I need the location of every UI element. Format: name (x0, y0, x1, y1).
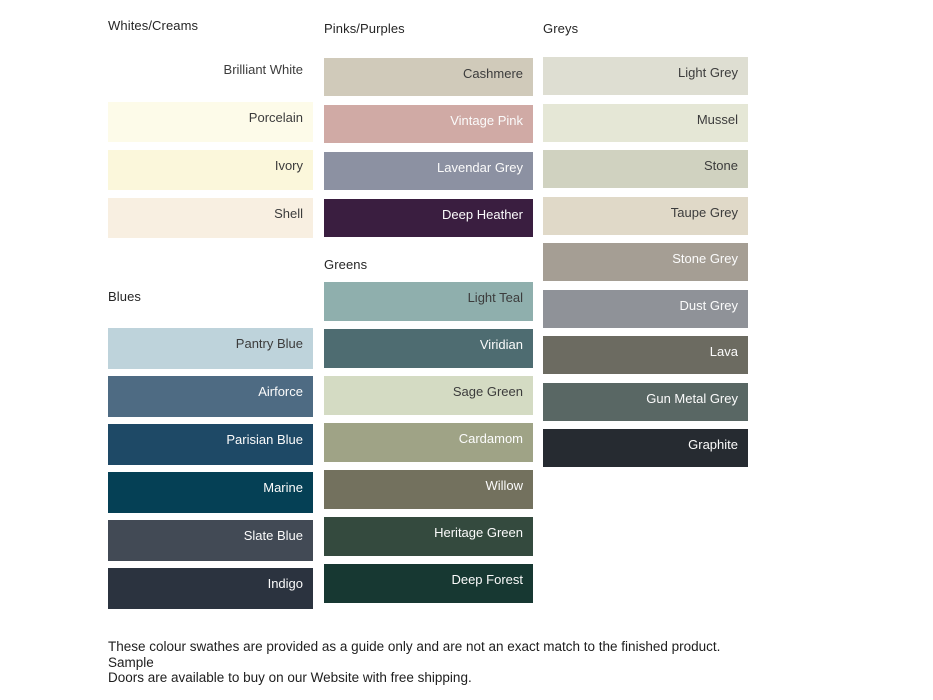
swatch-name: Willow (485, 478, 523, 493)
swatch-light-teal: Light Teal (324, 282, 533, 321)
swatch-name: Airforce (258, 384, 303, 399)
swatch-name: Parisian Blue (226, 432, 303, 447)
swatch-name: Gun Metal Grey (646, 390, 738, 406)
group-title-greens: Greens (324, 257, 368, 272)
swatch-brilliant-white: Brilliant White (108, 54, 313, 94)
swatch-name: Indigo (267, 576, 303, 591)
swatch-name: Brilliant White (223, 62, 303, 77)
palette-group-whites: Whites/Creams Brilliant White Porcelain Ivo… (108, 18, 313, 238)
palette-group-greens: Greens Light Teal Viridian Sage Green Cardam… (324, 257, 533, 603)
swatch-name: Pantry Blue (235, 336, 303, 351)
swatch-marine: Marine (108, 472, 313, 513)
swatch-name: Heritage Green (434, 525, 523, 540)
footer-note: These colour swathes are provided as a g… (108, 639, 768, 686)
group-title-greys: Greys (543, 21, 579, 36)
swatch-indigo: Indigo (108, 568, 313, 609)
swatch-stack: Cashmere Vintage Pink Lavendar Grey Deep He… (324, 58, 533, 237)
swatch-stone: Stone (543, 150, 748, 188)
swatch-shell: Shell (108, 198, 313, 238)
swatch-light-grey: Light Grey (543, 57, 748, 95)
footer-line-1: These colour swathes are provided as a g… (108, 639, 725, 670)
palette-group-pinks: Pinks/Purples Cashmere Vintage Pink Lavenda… (324, 21, 533, 237)
swatch-name: Shell (274, 206, 303, 221)
swatch-cashmere: Cashmere (324, 58, 533, 96)
swatch-porcelain: Porcelain (108, 102, 313, 142)
swatch-taupe-grey: Taupe Grey (543, 196, 748, 235)
swatch-gun-metal-grey: Gun Metal Grey (543, 382, 748, 421)
swatch-stack: Pantry Blue Airforce Parisian Blue Marine Sl… (108, 328, 313, 609)
swatch-name: Taupe Grey (670, 204, 738, 220)
swatch-name: Lava (709, 344, 738, 359)
group-title-blues: Blues (108, 289, 142, 304)
swatch-slate-blue: Slate Blue (108, 520, 313, 561)
swatch-name: Deep Heather (442, 207, 523, 222)
swatch-lavendar-grey: Lavendar Grey (324, 152, 533, 190)
swatch-name: Ivory (274, 158, 303, 173)
swatch-airforce: Airforce (108, 376, 313, 417)
swatch-deep-forest: Deep Forest (324, 564, 533, 603)
swatch-name: Deep Forest (451, 572, 523, 587)
swatch-name: Vintage Pink (450, 113, 523, 128)
swatch-deep-heather: Deep Heather (324, 199, 533, 237)
palette-group-greys: Greys Light Grey Mussel Stone Taupe Grey Ston… (543, 21, 748, 467)
swatch-willow: Willow (324, 470, 533, 509)
swatch-viridian: Viridian (324, 329, 533, 368)
swatch-ivory: Ivory (108, 150, 313, 190)
swatch-dust-grey: Dust Grey (543, 289, 748, 328)
swatch-name: Viridian (479, 337, 523, 352)
swatch-parisian-blue: Parisian Blue (108, 424, 313, 465)
group-title-pinks: Pinks/Purples (324, 21, 405, 36)
swatch-sage-green: Sage Green (324, 376, 533, 415)
swatch-name: Graphite (688, 437, 738, 452)
swatch-name: Sage Green (452, 384, 523, 399)
swatch-mussel: Mussel (543, 103, 748, 142)
swatch-name: Light Teal (467, 290, 523, 305)
swatch-name: Slate Blue (243, 528, 303, 543)
footer-line-2: Doors are available to buy on our Websit… (108, 670, 472, 686)
group-title-whites: Whites/Creams (108, 18, 199, 33)
swatch-stack: Brilliant White Porcelain Ivory Shell (108, 54, 313, 238)
swatch-pantry-blue: Pantry Blue (108, 328, 313, 369)
swatch-lava: Lava (543, 336, 748, 374)
swatch-cardamom: Cardamom (324, 423, 533, 462)
swatch-graphite: Graphite (543, 429, 748, 467)
swatch-name: Porcelain (248, 110, 303, 125)
swatch-vintage-pink: Vintage Pink (324, 105, 533, 143)
swatch-stone-grey: Stone Grey (543, 243, 748, 281)
swatch-name: Light Grey (678, 65, 738, 80)
swatch-stack: Light Grey Mussel Stone Taupe Grey Stone Gre… (543, 57, 748, 467)
swatch-name: Stone Grey (672, 251, 738, 266)
swatch-stack: Light Teal Viridian Sage Green Cardamom Will… (324, 282, 533, 603)
swatch-name: Marine (263, 480, 303, 495)
palette-group-blues: Blues Pantry Blue Airforce Parisian Blue Mar… (108, 289, 313, 609)
swatch-name: Cardamom (458, 431, 523, 446)
swatch-heritage-green: Heritage Green (324, 517, 533, 556)
swatch-name: Mussel (696, 111, 738, 127)
swatch-name: Dust Grey (679, 297, 738, 313)
swatch-name: Lavendar Grey (437, 160, 523, 175)
swatch-name: Stone (704, 158, 738, 173)
swatch-name: Cashmere (463, 66, 523, 81)
